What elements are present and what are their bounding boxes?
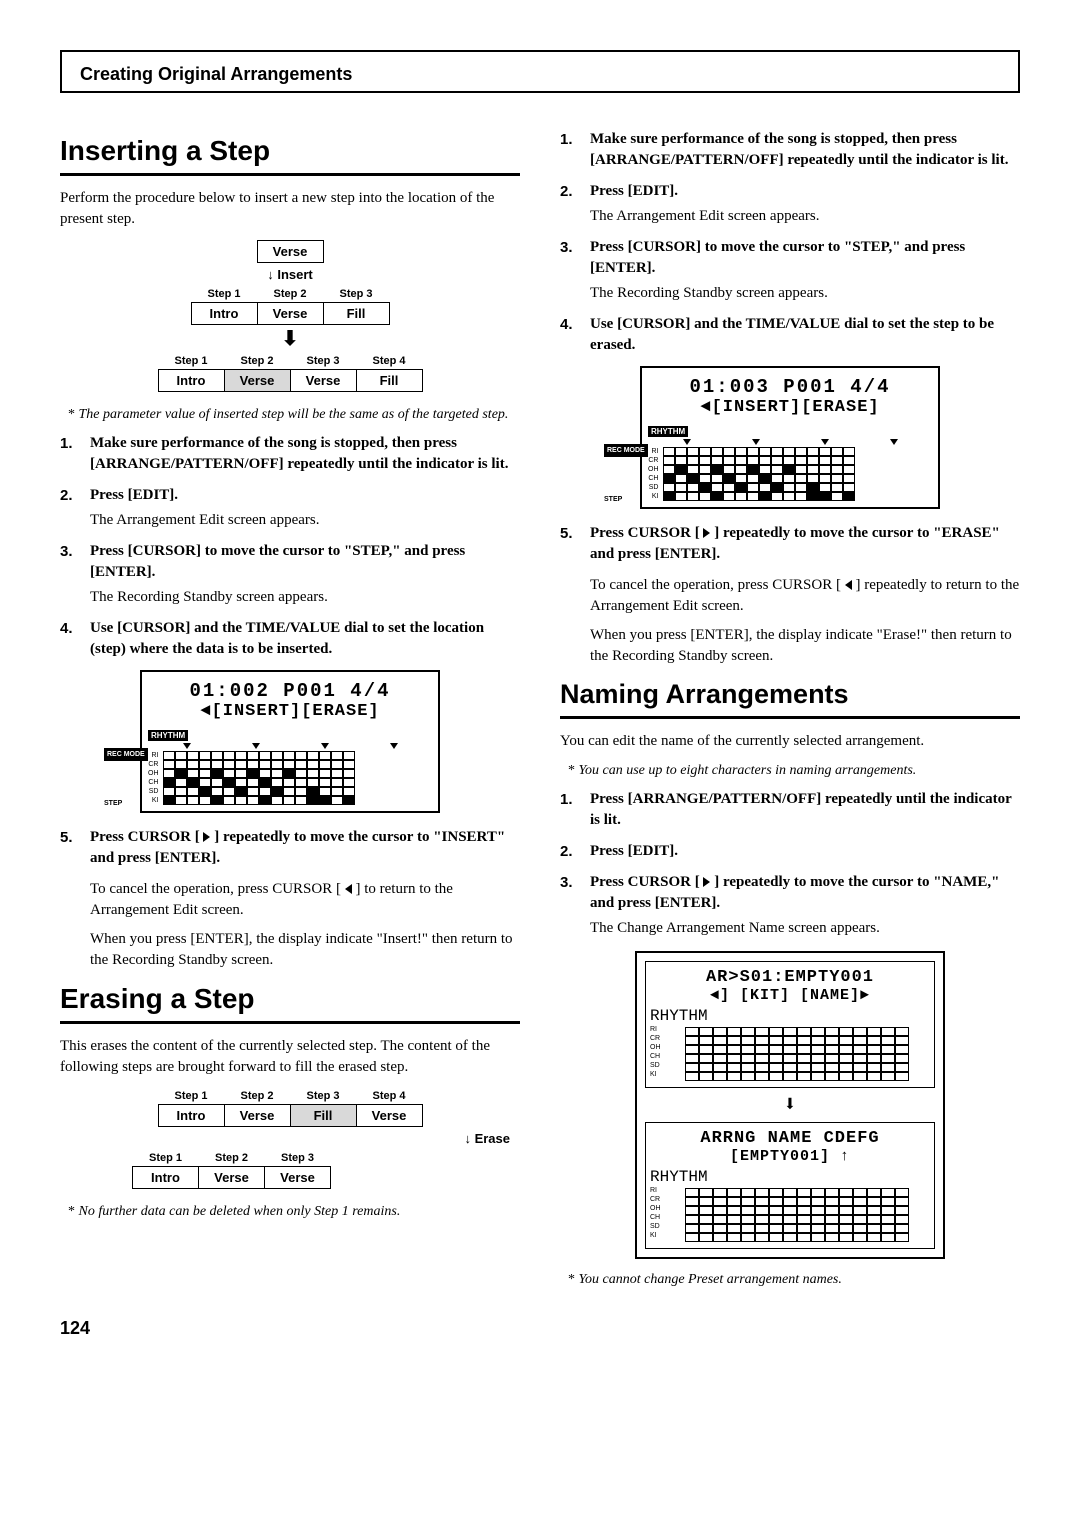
naming-title: Naming Arrangements bbox=[560, 679, 1020, 719]
lcd-row-labels: RICROH CHSDKI bbox=[648, 447, 659, 501]
naming-steps: Press [ARRANGE/PATTERN/OFF] repeatedly u… bbox=[560, 789, 1020, 939]
two-column-layout: Inserting a Step Perform the procedure b… bbox=[60, 123, 1020, 1298]
naming-lcd: AR>S01:EMPTY001 ◄] [KIT] [NAME]► RHYTHM … bbox=[635, 951, 945, 1259]
erase-arrow-label: ↓ Erase bbox=[60, 1131, 520, 1146]
erase-diagram: Step 1Step 2 Step 3Step 4 Intro Verse Fi… bbox=[60, 1088, 520, 1189]
cursor-right-icon bbox=[703, 877, 710, 887]
insert-cancel: To cancel the operation, press CURSOR [ … bbox=[90, 879, 520, 921]
inserting-intro: Perform the procedure below to insert a … bbox=[60, 188, 520, 230]
insert-steps: Make sure performance of the song is sto… bbox=[60, 433, 520, 660]
erase-step5: Press CURSOR [ ] repeatedly to move the … bbox=[560, 523, 1020, 565]
insert-arrow-label: ↓ Insert bbox=[60, 267, 520, 282]
insert-step5: Press CURSOR [ ] repeatedly to move the … bbox=[60, 827, 520, 869]
lcd-grid bbox=[685, 1188, 909, 1242]
lcd-grid bbox=[663, 447, 855, 501]
erase-after-table: Step 1Step 2Step 3 Intro Verse Verse bbox=[132, 1150, 331, 1189]
lcd-grid bbox=[163, 751, 355, 805]
erase-cancel: To cancel the operation, press CURSOR [ … bbox=[590, 575, 1020, 617]
insert-before-table: Step 1 Step 2 Step 3 Intro Verse Fill bbox=[191, 286, 390, 325]
left-column: Inserting a Step Perform the procedure b… bbox=[60, 123, 520, 1298]
cursor-left-icon bbox=[845, 580, 852, 590]
insert-note: The parameter value of inserted step wil… bbox=[82, 406, 520, 425]
erase-before-table: Step 1Step 2 Step 3Step 4 Intro Verse Fi… bbox=[158, 1088, 423, 1127]
erasing-intro: This erases the content of the currently… bbox=[60, 1036, 520, 1078]
naming-intro: You can edit the name of the currently s… bbox=[560, 731, 1020, 752]
cursor-left-icon bbox=[345, 884, 352, 894]
erase-steps: Make sure performance of the song is sto… bbox=[560, 129, 1020, 356]
erase-lcd: 01:003 P001 4/4 ◄[INSERT][ERASE] RHYTHM … bbox=[640, 366, 940, 509]
down-arrow-icon: ⬇ bbox=[60, 329, 520, 349]
lcd-grid bbox=[685, 1027, 909, 1081]
running-header: Creating Original Arrangements bbox=[60, 50, 1020, 93]
naming-note1: You can use up to eight characters in na… bbox=[582, 762, 1020, 781]
insert-diagram: Verse ↓ Insert Step 1 Step 2 Step 3 Intr… bbox=[60, 240, 520, 392]
cursor-right-icon bbox=[703, 528, 710, 538]
insert-result: When you press [ENTER], the display indi… bbox=[90, 929, 520, 971]
naming-note2: You cannot change Preset arrangement nam… bbox=[582, 1271, 1020, 1290]
insert-after-table: Step 1 Step 2 Step 3 Step 4 Intro Verse … bbox=[158, 353, 423, 392]
running-title: Creating Original Arrangements bbox=[80, 64, 352, 84]
erase-result: When you press [ENTER], the display indi… bbox=[590, 625, 1020, 667]
right-column: Make sure performance of the song is sto… bbox=[560, 123, 1020, 1298]
insert-lcd: 01:002 P001 4/4 ◄[INSERT][ERASE] RHYTHM … bbox=[140, 670, 440, 813]
inserting-title: Inserting a Step bbox=[60, 135, 520, 176]
lcd-row-labels: RICROH CHSDKI bbox=[148, 751, 159, 805]
page-number: 124 bbox=[60, 1318, 1020, 1339]
erasing-title: Erasing a Step bbox=[60, 983, 520, 1024]
down-arrow-icon: ⬇ bbox=[645, 1088, 935, 1122]
cursor-right-icon bbox=[203, 832, 210, 842]
insert-step5-text: Press CURSOR [ ] repeatedly to move the … bbox=[90, 829, 505, 866]
insert-top-cell: Verse bbox=[257, 241, 323, 263]
erase-note: No further data can be deleted when only… bbox=[82, 1203, 520, 1222]
